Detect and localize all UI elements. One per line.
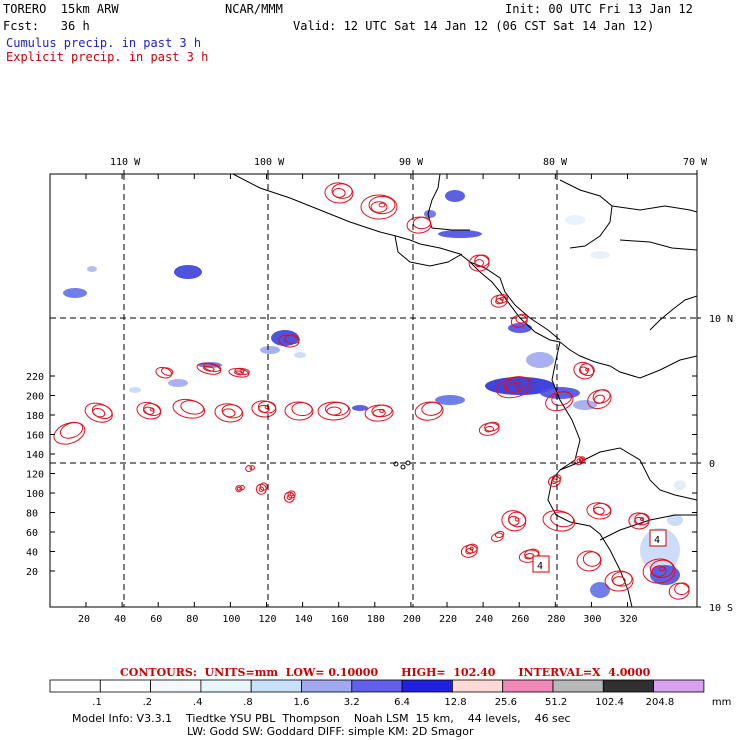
explicit-precip-contours (53, 182, 690, 600)
coastline (232, 174, 697, 607)
colorbar-swatch (250, 679, 302, 693)
model-info-line1: Model Info: V3.3.1 Tiedtke YSU PBL Thomp… (72, 712, 571, 725)
y-tick-label: 40 (26, 548, 38, 559)
y-tick-label: 80 (26, 509, 38, 520)
colorbar-swatch (552, 679, 604, 693)
x-tick-label: 240 (475, 614, 493, 625)
y-tick-label: 20 (26, 567, 38, 578)
lat-label: 10 S (709, 603, 733, 614)
colorbar-label: .2 (143, 697, 153, 708)
x-tick-label: 260 (511, 614, 529, 625)
x-tick-label: 140 (295, 614, 313, 625)
x-tick-label: 320 (620, 614, 638, 625)
max-value-box (532, 555, 550, 573)
y-tick-label: 200 (26, 392, 44, 403)
lat-label: 0 (709, 459, 715, 470)
colorbar-label: 12.8 (444, 697, 466, 708)
colorbar-label: 25.6 (495, 697, 517, 708)
colorbar-label: 1.6 (294, 697, 310, 708)
contour-info: CONTOURS: UNITS=mm LOW= 0.10000 HIGH= 10… (120, 666, 651, 679)
x-tick-label: 40 (114, 614, 126, 625)
colorbar-label: 102.4 (595, 697, 624, 708)
forecast-hour: Fcst: 36 h (3, 19, 90, 33)
colorbar: .1 .2 .4 .8 1.6 3.2 6.4 12.8 25.6 51.2 102.4 204.8 m… (49, 679, 731, 708)
colorbar-swatch (653, 679, 705, 693)
colorbar-label: 3.2 (344, 697, 360, 708)
y-tick-label: 180 (26, 411, 44, 422)
max-value-label: 4 (537, 561, 543, 572)
colorbar-unit: mm (712, 697, 731, 708)
colorbar-swatch (451, 679, 504, 693)
colorbar-swatch (602, 679, 654, 693)
model-info-line2: LW: Godd SW: Goddard DIFF: simple KM: 2D… (187, 725, 474, 738)
x-tick-label: 20 (78, 614, 90, 625)
colorbar-label: .4 (193, 697, 203, 708)
colorbar-label: 204.8 (646, 697, 675, 708)
lon-label: 90 W (399, 157, 424, 168)
x-tick-label: 280 (547, 614, 565, 625)
x-tick-label: 60 (150, 614, 162, 625)
y-tick-label: 160 (26, 431, 44, 442)
colorbar-swatch (401, 679, 453, 693)
colorbar-label: 6.4 (394, 697, 410, 708)
x-tick-label: 160 (331, 614, 349, 625)
legend-cumulus: Cumulus precip. in past 3 h (6, 36, 202, 50)
valid-time: Valid: 12 UTC Sat 14 Jan 12 (06 CST Sat … (293, 19, 655, 33)
init-time: Init: 00 UTC Fri 13 Jan 12 (505, 2, 693, 16)
lon-label: 80 W (543, 157, 568, 168)
model-title: TORERO 15km ARW (3, 2, 119, 16)
y-tick-label: 140 (26, 450, 44, 461)
max-value-label: 4 (654, 535, 660, 546)
organization-label: NCAR/MMM (225, 2, 283, 16)
map-frame (49, 173, 698, 608)
colorbar-label: .1 (92, 697, 102, 708)
x-tick-label: 300 (583, 614, 601, 625)
colorbar-label: 51.2 (545, 697, 567, 708)
lon-label: 100 W (254, 157, 285, 168)
latlon-grid (50, 174, 697, 607)
y-tick-label: 120 (26, 470, 44, 481)
colorbar-swatch (200, 679, 252, 693)
x-tick-label: 100 (222, 614, 240, 625)
y-tick-label: 60 (26, 528, 38, 539)
colorbar-swatch (351, 679, 403, 693)
x-tick-label: 180 (367, 614, 385, 625)
legend-explicit: Explicit precip. in past 3 h (6, 50, 209, 64)
axis-ticks: 20 40 60 80 100 120 140 160 180 200 220 240 260 280 30… (26, 157, 733, 625)
colorbar-swatch (49, 679, 101, 693)
lat-label: 10 N (709, 314, 733, 325)
cumulus-precip-areas (63, 190, 686, 598)
colorbar-swatch (150, 679, 202, 693)
y-tick-label: 100 (26, 489, 44, 500)
lon-label: 70 W (683, 157, 708, 168)
x-tick-label: 220 (439, 614, 457, 625)
colorbar-label: .8 (243, 697, 253, 708)
x-tick-label: 120 (259, 614, 277, 625)
max-value-box (649, 529, 667, 547)
colorbar-swatch (502, 679, 554, 693)
x-tick-label: 200 (403, 614, 421, 625)
lon-label: 110 W (110, 157, 141, 168)
colorbar-swatch (99, 679, 152, 693)
colorbar-swatch (301, 679, 353, 693)
y-tick-label: 220 (26, 372, 44, 383)
x-tick-label: 80 (186, 614, 198, 625)
